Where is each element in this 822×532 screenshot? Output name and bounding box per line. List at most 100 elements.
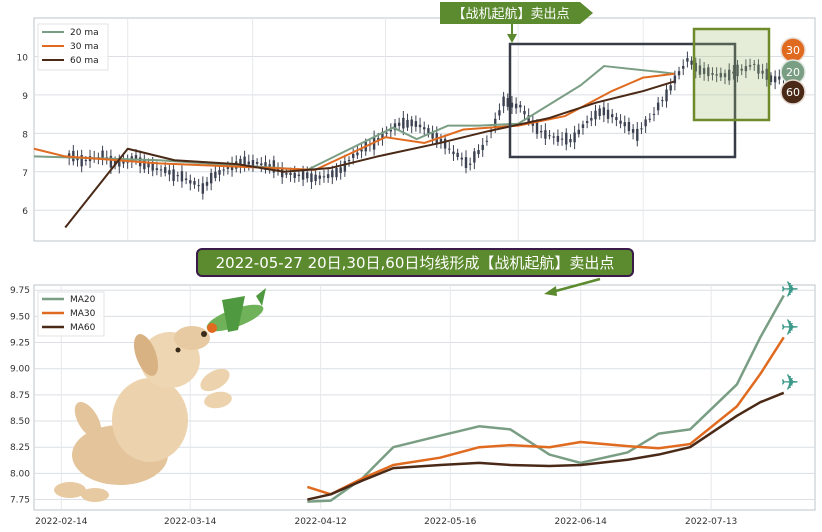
candle-body (326, 174, 330, 178)
candle-body (477, 150, 480, 155)
legend-ma30: MA30 (70, 309, 96, 319)
candle-body (343, 161, 347, 172)
candle-body (527, 115, 530, 123)
candle-body (748, 65, 752, 67)
bottom-y-tick-label: 7.75 (10, 496, 30, 506)
candle-body (698, 65, 702, 75)
plane-icon-ma20: ✈ (781, 278, 799, 303)
candle-body (168, 170, 171, 175)
candle-body (652, 113, 656, 115)
candle-body (648, 118, 652, 120)
candle-body (201, 183, 205, 194)
candle-body (544, 130, 547, 139)
candle-body (172, 169, 175, 181)
ma-markers: 30 20 60 (780, 37, 806, 105)
bottom-x-tick-label: 2022-03-14 (164, 517, 217, 527)
legend-60ma: 60 ma (70, 56, 99, 66)
candle-body (498, 110, 501, 116)
candle-body (414, 121, 418, 127)
plane-icon-ma60: ✈ (781, 371, 799, 396)
top-y-tick-label: 9 (22, 92, 28, 102)
candle-body (765, 68, 768, 80)
candle-body (757, 64, 760, 74)
candle-body (715, 74, 718, 76)
top-y-tick-label: 10 (17, 53, 29, 63)
candle-body (773, 76, 777, 83)
candle-body (623, 122, 626, 127)
candle-body (289, 172, 292, 175)
candle-body (189, 180, 192, 184)
candle-body (322, 176, 326, 178)
candle-body (452, 151, 455, 155)
candle-body (719, 72, 723, 78)
plane-icon-ma30: ✈ (781, 316, 799, 341)
candle-body (393, 123, 397, 131)
top-y-tick-label: 7 (22, 169, 28, 179)
candle-body (707, 67, 710, 77)
plane-icon (206, 288, 266, 333)
candle-body (481, 144, 484, 151)
candlestick-series (67, 51, 789, 200)
marker-60: 60 (786, 86, 800, 99)
bottom-y-tick-label: 8.75 (10, 391, 30, 401)
candle-body (389, 129, 393, 132)
candle-body (640, 128, 643, 130)
candle-body (598, 108, 601, 116)
candle-body (280, 168, 284, 178)
candle-body (84, 159, 88, 161)
candle-body (155, 168, 159, 171)
bottom-title: 2022-05-27 20日,30日,60日均线形成【战机起航】卖出点 (216, 254, 615, 272)
candle-body (243, 156, 246, 168)
candle-body (519, 104, 522, 108)
candle-body (778, 76, 781, 80)
candle-body (619, 120, 622, 124)
candle-body (406, 119, 409, 128)
candle-body (147, 162, 150, 168)
candle-body (260, 163, 263, 166)
candle-body (431, 131, 434, 139)
svg-text:✈: ✈ (781, 371, 799, 396)
candle-body (276, 169, 280, 171)
bottom-x-tick-labels: 2022-02-14 2022-03-14 2022-04-12 2022-05-16… (35, 517, 737, 527)
candle-body (80, 155, 83, 167)
candle-body (711, 73, 714, 75)
candle-body (205, 181, 209, 186)
candle-body (569, 138, 572, 143)
candle-body (301, 168, 305, 180)
candle-body (590, 117, 593, 121)
candle-body (101, 150, 104, 160)
candle-body (443, 138, 447, 149)
top-line-30ma (33, 72, 675, 171)
candle-body (656, 102, 660, 111)
candle-body (218, 170, 221, 175)
candle-body (468, 163, 472, 165)
candle-body (761, 70, 764, 74)
candle-body (448, 148, 451, 150)
bottom-x-tick-label: 2022-02-14 (35, 517, 88, 527)
candle-body (669, 85, 672, 91)
candle-body (297, 174, 301, 177)
candle-body (577, 129, 580, 135)
candle-body (293, 172, 296, 178)
candle-body (285, 173, 288, 175)
sell-point-box (692, 27, 771, 122)
sell-point-callout: 【战机起航】卖出点 (440, 2, 593, 43)
bottom-line-MA30 (306, 336, 785, 496)
svg-text:✈: ✈ (781, 316, 799, 341)
bottom-y-tick-label: 9.00 (10, 365, 30, 375)
bottom-y-tick-label: 9.75 (10, 286, 30, 296)
bottom-ma-lines (306, 294, 785, 503)
buy-zone-box (508, 42, 737, 159)
bottom-x-tick-label: 2022-05-16 (424, 517, 477, 527)
legend-ma20: MA20 (70, 295, 96, 305)
bottom-y-tick-label: 8.50 (10, 417, 30, 427)
candle-body (335, 167, 338, 178)
candle-body (502, 96, 505, 107)
candle-body (723, 73, 727, 78)
candle-body (331, 170, 334, 178)
candle-body (239, 158, 242, 167)
candle-body (159, 169, 163, 171)
candle-body (702, 68, 706, 75)
candle-body (193, 181, 196, 185)
